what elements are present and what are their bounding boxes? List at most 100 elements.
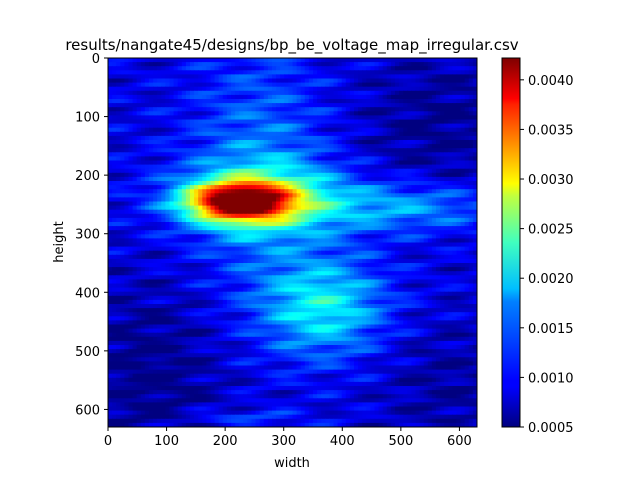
heatmap-cell xyxy=(210,86,216,92)
heatmap-cell xyxy=(116,148,121,153)
heatmap-cell xyxy=(448,156,453,162)
heatmap-cell xyxy=(284,213,289,219)
heatmap-cell xyxy=(423,156,429,162)
heatmap-cell xyxy=(464,246,470,252)
heatmap-cell xyxy=(263,201,269,207)
heatmap-cell xyxy=(243,185,248,190)
heatmap-cell xyxy=(263,279,269,285)
heatmap-cell xyxy=(358,111,363,116)
heatmap-cell xyxy=(157,140,162,145)
heatmap-cell xyxy=(292,160,298,166)
heatmap-cell xyxy=(362,135,367,141)
heatmap-cell xyxy=(362,58,367,63)
heatmap-cell xyxy=(169,115,175,121)
heatmap-cell xyxy=(128,144,134,149)
heatmap-cell xyxy=(226,86,232,92)
heatmap-cell xyxy=(210,82,216,88)
heatmap-cell xyxy=(304,209,310,215)
heatmap-cell xyxy=(358,82,363,88)
heatmap-cell xyxy=(116,103,121,108)
heatmap-cell xyxy=(169,234,175,239)
heatmap-cell xyxy=(390,127,396,133)
heatmap-cell xyxy=(272,103,277,108)
heatmap-cell xyxy=(288,258,294,264)
heatmap-cell xyxy=(235,82,240,88)
heatmap-cell xyxy=(226,283,232,289)
heatmap-cell xyxy=(124,217,130,223)
heatmap-cell xyxy=(202,140,207,145)
heatmap-cell xyxy=(251,164,257,170)
heatmap-cell xyxy=(194,181,199,186)
heatmap-cell xyxy=(460,226,466,231)
heatmap-cell xyxy=(411,193,417,198)
heatmap-cell xyxy=(407,160,412,166)
heatmap-cell xyxy=(296,74,302,80)
heatmap-cell xyxy=(239,230,244,235)
heatmap-cell xyxy=(288,135,294,141)
heatmap-cell xyxy=(370,246,376,252)
heatmap-cell xyxy=(198,119,203,125)
heatmap-cell xyxy=(272,168,277,174)
heatmap-cell xyxy=(333,263,339,268)
heatmap-cell xyxy=(153,119,158,125)
heatmap-cell xyxy=(304,148,310,153)
heatmap-cell xyxy=(157,94,162,100)
heatmap-cell xyxy=(464,279,470,285)
heatmap-cell xyxy=(144,222,150,227)
heatmap-cell xyxy=(112,189,117,194)
heatmap-cell xyxy=(296,209,302,215)
heatmap-cell xyxy=(112,94,117,100)
heatmap-cell xyxy=(177,160,183,166)
heatmap-cell xyxy=(395,160,400,166)
heatmap-cell xyxy=(136,115,142,121)
heatmap-cell xyxy=(472,62,477,67)
heatmap-cell xyxy=(206,144,212,149)
heatmap-cell xyxy=(423,66,429,71)
heatmap-cell xyxy=(354,62,359,67)
heatmap-cell xyxy=(185,127,191,133)
heatmap-cell xyxy=(247,168,253,174)
heatmap-cell xyxy=(292,156,298,162)
heatmap-cell xyxy=(235,213,240,219)
heatmap-cell xyxy=(403,103,408,108)
heatmap-cell xyxy=(358,62,363,67)
heatmap-cell xyxy=(259,279,265,285)
heatmap-cell xyxy=(436,238,441,244)
heatmap-cell xyxy=(411,181,417,186)
heatmap-cell xyxy=(448,78,453,84)
heatmap-cell xyxy=(239,176,244,182)
heatmap-cell xyxy=(276,62,281,67)
heatmap-cell xyxy=(128,160,134,166)
heatmap-cell xyxy=(243,201,248,207)
heatmap-cell xyxy=(226,205,232,211)
heatmap-cell xyxy=(452,234,458,239)
heatmap-cell xyxy=(333,258,339,264)
heatmap-cell xyxy=(431,99,437,104)
heatmap-cell xyxy=(333,148,339,153)
heatmap-cell xyxy=(202,172,207,178)
heatmap-cell xyxy=(112,283,117,289)
heatmap-cell xyxy=(345,99,351,104)
heatmap-cell xyxy=(284,94,289,100)
heatmap-cell xyxy=(231,115,236,121)
heatmap-cell xyxy=(419,119,425,125)
heatmap-cell xyxy=(132,62,138,67)
heatmap-cell xyxy=(231,222,236,227)
heatmap-cell xyxy=(132,209,138,215)
heatmap-cell xyxy=(436,58,441,63)
heatmap-cell xyxy=(423,263,429,268)
heatmap-cell xyxy=(173,213,179,219)
heatmap-cell xyxy=(399,226,404,231)
heatmap-cell xyxy=(464,189,470,194)
heatmap-cell xyxy=(288,90,294,96)
heatmap-cell xyxy=(472,140,477,145)
heatmap-cell xyxy=(341,58,347,63)
heatmap-cell xyxy=(440,115,445,121)
heatmap-cell xyxy=(468,148,474,153)
heatmap-cell xyxy=(288,226,294,231)
heatmap-cell xyxy=(144,172,150,178)
heatmap-cell xyxy=(132,86,138,92)
heatmap-cell xyxy=(341,119,347,125)
heatmap-cell xyxy=(169,275,175,280)
heatmap-cell xyxy=(116,62,121,67)
